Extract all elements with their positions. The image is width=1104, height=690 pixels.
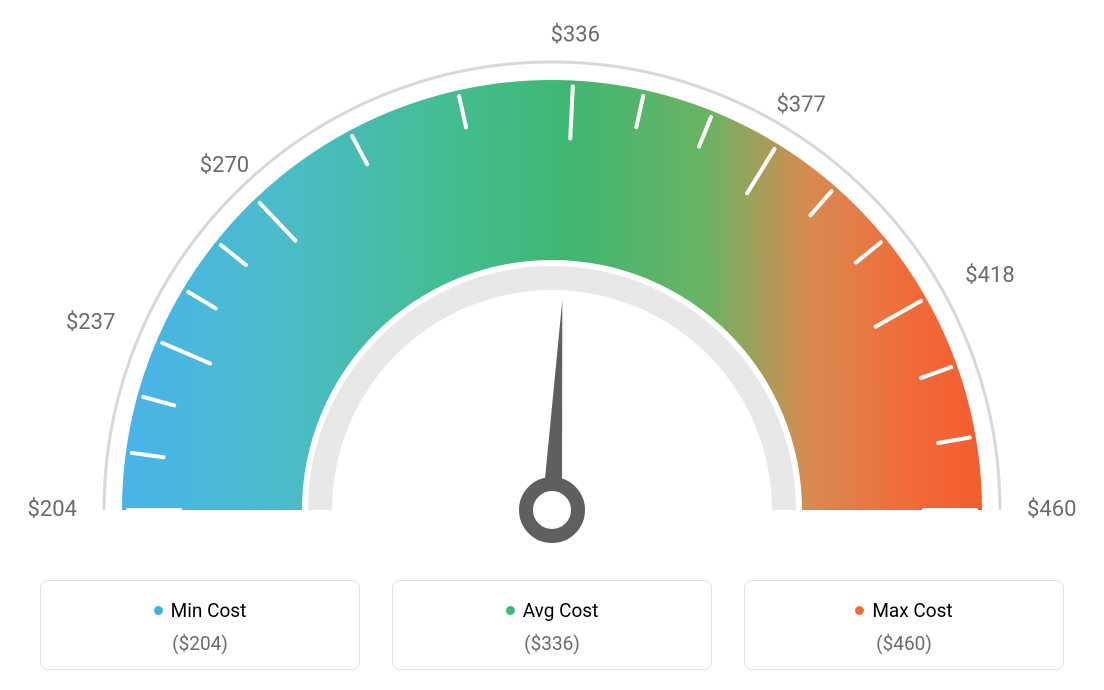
svg-text:$204: $204 bbox=[28, 497, 77, 522]
legend-card-min: Min Cost ($204) bbox=[40, 580, 360, 670]
svg-text:$377: $377 bbox=[776, 93, 825, 118]
legend-title-min: Min Cost bbox=[154, 599, 247, 622]
gauge-svg: $204 $237 $270 $336 $377 $418 $460 bbox=[0, 0, 1104, 560]
legend-row: Min Cost ($204) Avg Cost ($336) Max Cost… bbox=[0, 580, 1104, 670]
legend-dot-avg bbox=[506, 606, 515, 615]
svg-text:$460: $460 bbox=[1027, 497, 1076, 522]
legend-title-avg: Avg Cost bbox=[506, 599, 599, 622]
svg-text:$336: $336 bbox=[551, 23, 600, 48]
legend-label-max: Max Cost bbox=[872, 599, 952, 622]
legend-label-avg: Avg Cost bbox=[523, 599, 599, 622]
legend-value-min: ($204) bbox=[51, 632, 349, 655]
legend-card-avg: Avg Cost ($336) bbox=[392, 580, 712, 670]
legend-value-avg: ($336) bbox=[403, 632, 701, 655]
legend-dot-max bbox=[855, 606, 864, 615]
gauge-chart: $204 $237 $270 $336 $377 $418 $460 bbox=[0, 0, 1104, 560]
svg-text:$270: $270 bbox=[200, 153, 249, 178]
legend-title-max: Max Cost bbox=[855, 599, 952, 622]
legend-card-max: Max Cost ($460) bbox=[744, 580, 1064, 670]
legend-value-max: ($460) bbox=[755, 632, 1053, 655]
svg-text:$237: $237 bbox=[66, 310, 115, 335]
svg-text:$418: $418 bbox=[965, 263, 1014, 288]
legend-dot-min bbox=[154, 606, 163, 615]
legend-label-min: Min Cost bbox=[171, 599, 247, 622]
